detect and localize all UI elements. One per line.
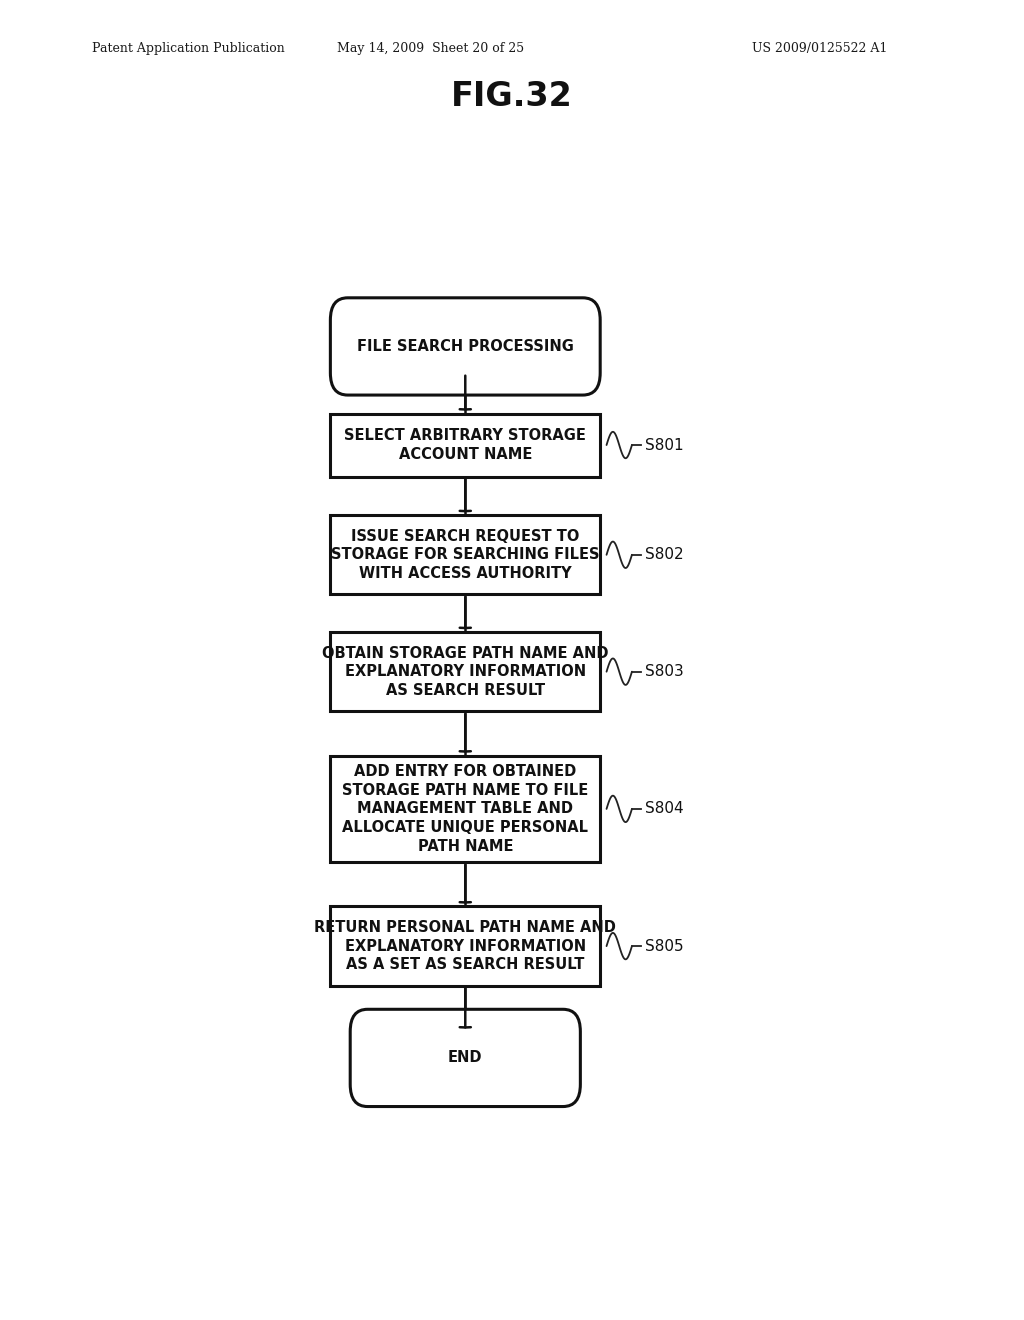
Bar [331, 907, 600, 986]
Text: FILE SEARCH PROCESSING: FILE SEARCH PROCESSING [356, 339, 573, 354]
Text: RETURN PERSONAL PATH NAME AND
EXPLANATORY INFORMATION
AS A SET AS SEARCH RESULT: RETURN PERSONAL PATH NAME AND EXPLANATOR… [314, 920, 616, 973]
Bar [331, 413, 600, 477]
Text: US 2009/0125522 A1: US 2009/0125522 A1 [752, 42, 887, 55]
Text: S803: S803 [645, 664, 683, 680]
Text: END: END [449, 1051, 482, 1065]
Text: ADD ENTRY FOR OBTAINED
STORAGE PATH NAME TO FILE
MANAGEMENT TABLE AND
ALLOCATE U: ADD ENTRY FOR OBTAINED STORAGE PATH NAME… [342, 764, 589, 854]
Text: S805: S805 [645, 939, 683, 953]
Bar [331, 632, 600, 711]
Text: SELECT ARBITRARY STORAGE
ACCOUNT NAME: SELECT ARBITRARY STORAGE ACCOUNT NAME [344, 428, 586, 462]
Text: FIG.32: FIG.32 [452, 79, 572, 112]
Text: Patent Application Publication: Patent Application Publication [92, 42, 285, 55]
Text: OBTAIN STORAGE PATH NAME AND
EXPLANATORY INFORMATION
AS SEARCH RESULT: OBTAIN STORAGE PATH NAME AND EXPLANATORY… [322, 645, 608, 698]
Text: S804: S804 [645, 801, 683, 816]
Bar [331, 515, 600, 594]
Text: S802: S802 [645, 548, 683, 562]
Text: S801: S801 [645, 437, 683, 453]
Text: ISSUE SEARCH REQUEST TO
STORAGE FOR SEARCHING FILES
WITH ACCESS AUTHORITY: ISSUE SEARCH REQUEST TO STORAGE FOR SEAR… [331, 529, 599, 581]
FancyBboxPatch shape [350, 1010, 581, 1106]
FancyBboxPatch shape [331, 298, 600, 395]
Text: May 14, 2009  Sheet 20 of 25: May 14, 2009 Sheet 20 of 25 [337, 42, 523, 55]
Bar [331, 755, 600, 862]
